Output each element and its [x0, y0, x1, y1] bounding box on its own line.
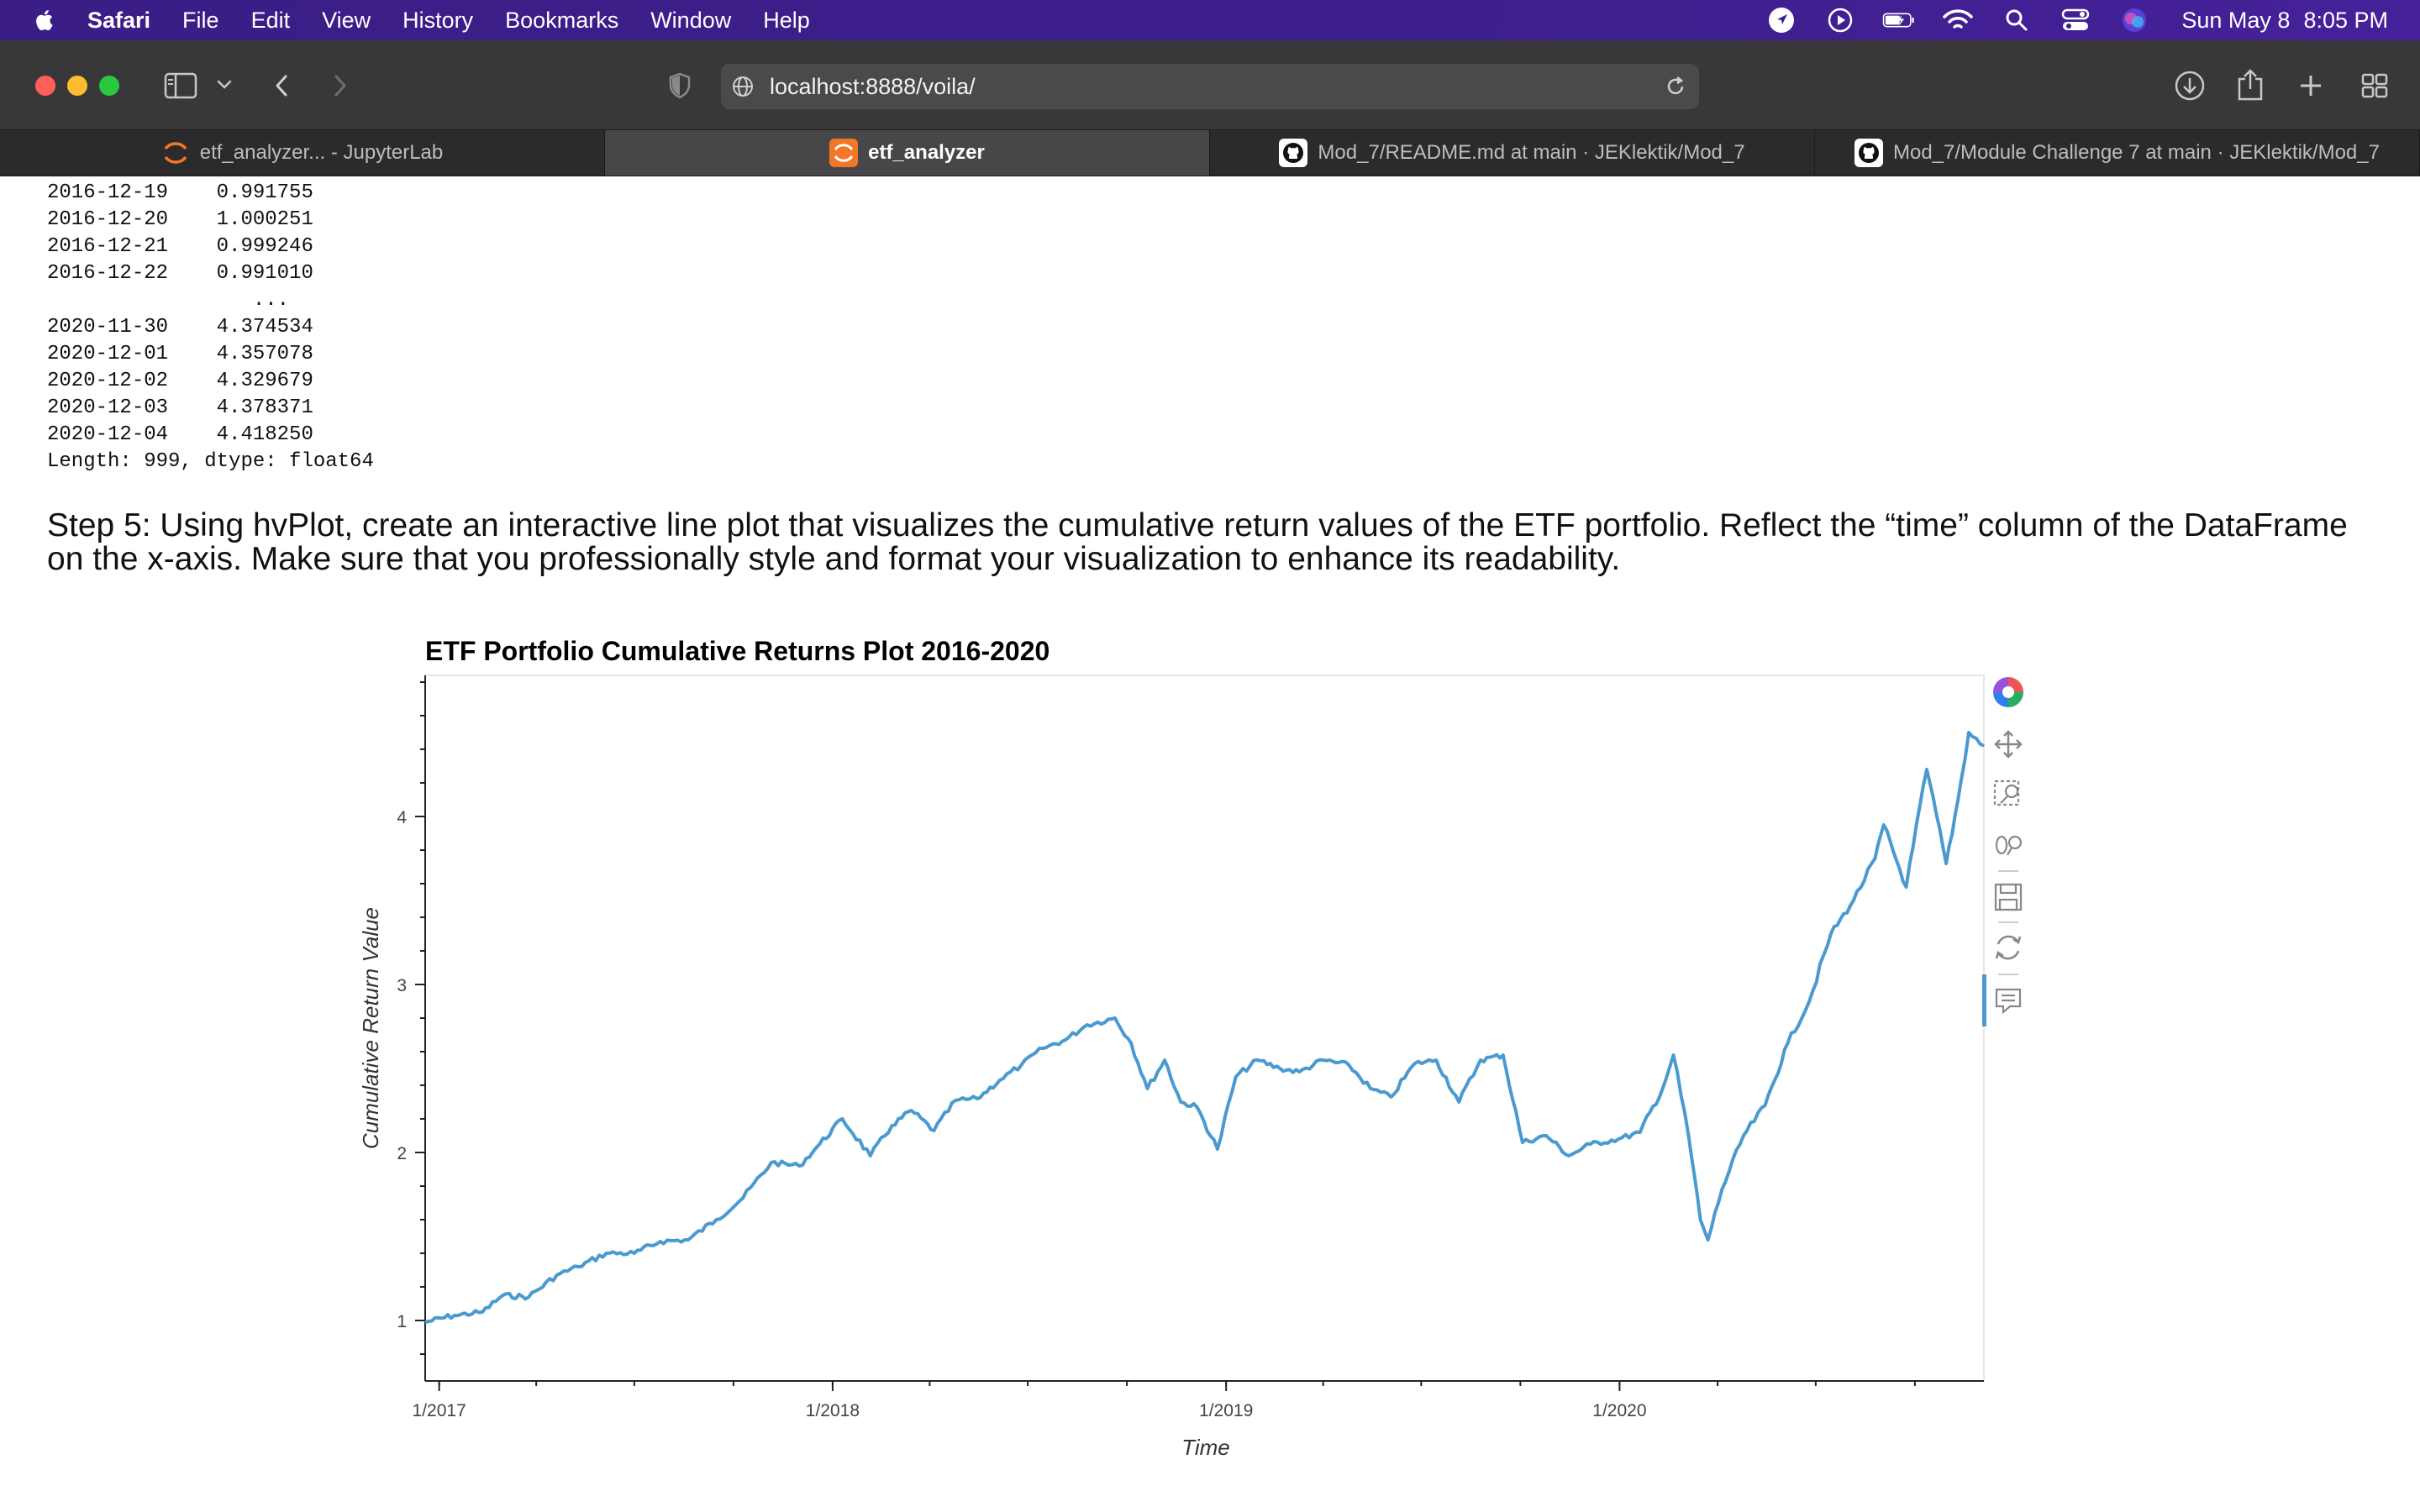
menu-edit[interactable]: Edit: [250, 7, 291, 33]
minimize-window-button[interactable]: [67, 76, 87, 96]
chart-title: ETF Portfolio Cumulative Returns Plot 20…: [425, 636, 1050, 666]
output-value: 4.357078: [216, 343, 313, 365]
voila-page: 2016-12-19 0.991755 2016-12-20 1.000251 20…: [0, 176, 2420, 1512]
wifi-icon[interactable]: [1941, 3, 1975, 37]
hover-tool-icon[interactable]: [1995, 988, 2022, 1015]
output-value: 4.329679: [216, 370, 313, 392]
menu-safari[interactable]: Safari: [87, 7, 151, 33]
sidebar-toggle-icon[interactable]: [161, 69, 200, 102]
output-row: ...: [47, 287, 374, 314]
y-tick-label: 1: [397, 1312, 407, 1331]
x-tick-label: 1/2020: [1592, 1401, 1646, 1420]
step5-instruction: Step 5: Using hvPlot, create an interact…: [47, 507, 2348, 577]
reload-icon[interactable]: [1664, 75, 1687, 98]
output-value: 0.999246: [216, 235, 313, 258]
search-icon[interactable]: [2000, 3, 2033, 37]
output-row: 2016-12-22 0.991010: [47, 260, 374, 287]
output-value: 0.991010: [216, 262, 313, 285]
output-row: 2020-12-01 4.357078: [47, 341, 374, 368]
new-tab-icon[interactable]: [2294, 69, 2328, 102]
output-date: 2020-12-04: [47, 423, 169, 446]
y-axis-label: Cumulative Return Value: [358, 907, 383, 1149]
back-icon[interactable]: [267, 69, 296, 102]
output-footer: Length: 999, dtype: float64: [47, 450, 374, 473]
fullscreen-window-button[interactable]: [99, 76, 119, 96]
play-icon[interactable]: [1823, 3, 1857, 37]
jupyter-icon: [161, 139, 190, 167]
address-bar[interactable]: localhost:8888/voila/: [721, 64, 1699, 109]
tab-github-module-challenge[interactable]: Mod_7/Module Challenge 7 at main · JEKle…: [1815, 130, 2420, 176]
tab-etf-analyzer[interactable]: etf_analyzer: [605, 130, 1210, 176]
output-date: 2016-12-21: [47, 235, 169, 258]
menu-view[interactable]: View: [322, 7, 371, 33]
series-output: 2016-12-19 0.991755 2016-12-20 1.000251 20…: [47, 180, 374, 475]
github-icon: [1854, 139, 1883, 167]
forward-icon[interactable]: [326, 69, 355, 102]
save-tool-icon[interactable]: [1994, 883, 2023, 911]
wheel-zoom-icon[interactable]: [1995, 835, 2023, 856]
menu-history[interactable]: History: [402, 7, 474, 33]
siri-icon[interactable]: [2118, 3, 2151, 37]
output-row: 2016-12-19 0.991755: [47, 180, 374, 207]
menu-file[interactable]: File: [182, 7, 219, 33]
output-date: 2020-12-02: [47, 370, 169, 392]
menu-help[interactable]: Help: [763, 7, 810, 33]
tab-jupyterlab[interactable]: etf_analyzer... - JupyterLab: [0, 130, 605, 176]
battery-icon[interactable]: [1882, 3, 1916, 37]
output-value: 4.374534: [216, 316, 313, 339]
output-date: 2020-12-01: [47, 343, 169, 365]
x-tick-label: 1/2018: [806, 1401, 860, 1420]
x-axis-label: Time: [1181, 1435, 1230, 1460]
downloads-icon[interactable]: [2171, 67, 2208, 104]
output-row: 2016-12-21 0.999246: [47, 234, 374, 260]
output-value: 4.418250: [216, 423, 313, 446]
apple-icon[interactable]: [30, 6, 59, 34]
tab-overview-icon[interactable]: [2358, 69, 2391, 102]
y-tick-label: 4: [397, 808, 407, 827]
output-date: 2020-12-03: [47, 396, 169, 419]
share-icon[interactable]: [2232, 66, 2269, 104]
x-tick-label: 1/2017: [413, 1401, 466, 1420]
globe-icon: [731, 75, 755, 98]
location-icon[interactable]: [1765, 3, 1798, 37]
chart-axes: 1 2 3 4 1/2017 1/2018 1/2019 1/2020: [397, 675, 1984, 1420]
control-center-icon[interactable]: [2059, 3, 2092, 37]
privacy-shield-icon[interactable]: [664, 69, 696, 102]
output-value: 4.378371: [216, 396, 313, 419]
chevron-down-icon[interactable]: [213, 74, 235, 96]
output-row: 2020-12-04 4.418250: [47, 422, 374, 449]
github-icon: [1279, 139, 1308, 167]
plot-frame: [424, 675, 1985, 1382]
output-date: 2016-12-22: [47, 262, 169, 285]
box-zoom-icon[interactable]: [1993, 780, 2020, 806]
output-date: 2020-11-30: [47, 316, 169, 339]
menu-window[interactable]: Window: [650, 7, 732, 33]
plot-scroll-indicator[interactable]: [1982, 974, 1986, 1026]
bokeh-logo-icon[interactable]: [1993, 677, 2023, 707]
output-row: 2020-12-02 4.329679: [47, 368, 374, 395]
x-tick-label: 1/2019: [1199, 1401, 1253, 1420]
output-row: 2020-11-30 4.374534: [47, 314, 374, 341]
output-value: 0.991755: [216, 181, 313, 204]
y-tick-label: 3: [397, 976, 407, 995]
macos-menu-bar: Safari File Edit View History Bookmarks …: [0, 0, 2420, 40]
output-value: 1.000251: [216, 208, 313, 231]
series-line[interactable]: [424, 731, 1985, 1324]
close-window-button[interactable]: [35, 76, 55, 96]
tab-bar: etf_analyzer... - JupyterLab etf_analyze…: [0, 129, 2420, 176]
url-text[interactable]: localhost:8888/voila/: [770, 73, 976, 99]
pan-tool-icon[interactable]: [1994, 730, 2023, 759]
output-row: 2020-12-03 4.378371: [47, 395, 374, 422]
output-row: 2016-12-20 1.000251: [47, 207, 374, 234]
output-value: ...: [252, 289, 290, 312]
jupyter-icon: [829, 139, 859, 167]
y-tick-label: 2: [397, 1144, 407, 1163]
reset-tool-icon[interactable]: [1995, 935, 2022, 960]
output-date: 2016-12-19: [47, 181, 169, 204]
menu-bookmarks[interactable]: Bookmarks: [505, 7, 619, 33]
tab-github-readme[interactable]: Mod_7/README.md at main · JEKlektik/Mod_…: [1210, 130, 1815, 176]
output-date: 2016-12-20: [47, 208, 169, 231]
menu-clock[interactable]: Sun May 8 8:05 PM: [2181, 7, 2388, 33]
